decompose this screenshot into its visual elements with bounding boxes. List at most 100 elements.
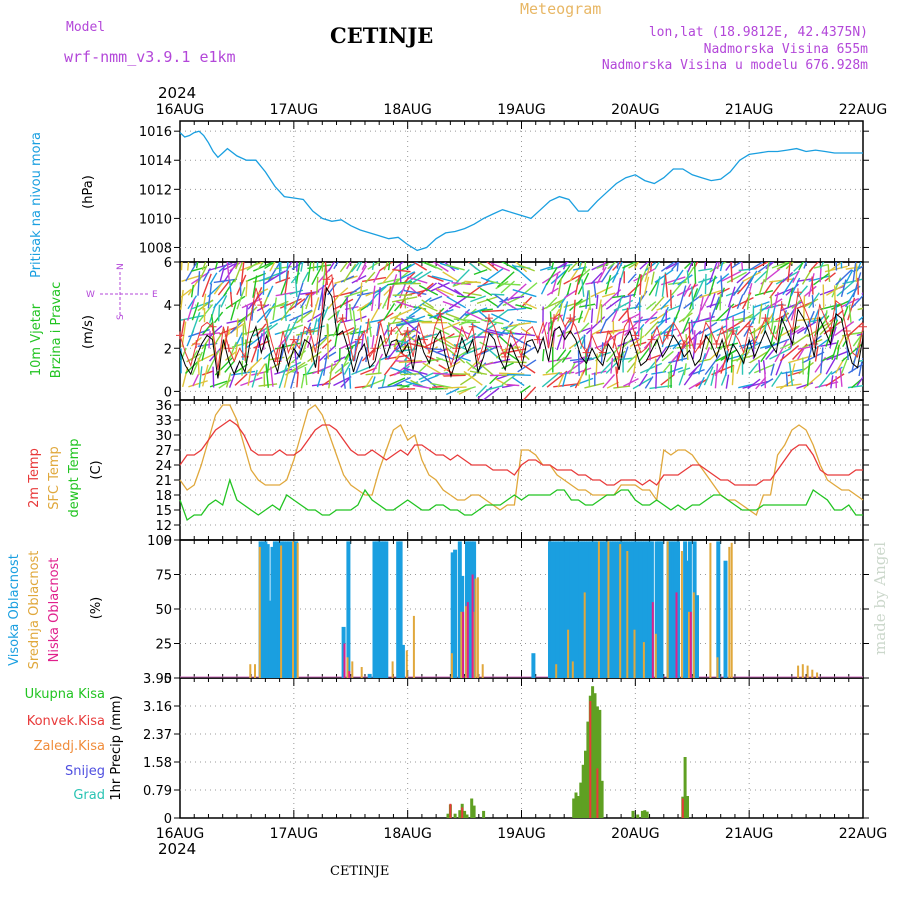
wind-barb-mark xyxy=(392,268,411,273)
wind-barb-mark xyxy=(655,346,668,364)
year-bottom: 2024 xyxy=(158,840,196,858)
model-elevation-label: Nadmorska Visina u modelu 676.928m xyxy=(601,58,868,73)
wind-barb-mark xyxy=(551,273,559,295)
mid-cloud-bar xyxy=(666,541,669,678)
wind-barb-mark xyxy=(490,262,510,272)
wind-barb-mark xyxy=(410,270,432,285)
wind-barb-mark xyxy=(851,294,863,309)
compass-rose-icon xyxy=(100,272,148,316)
wind-barb-mark xyxy=(590,308,594,324)
wind-barb-mark xyxy=(349,285,363,295)
wind-barb-mark xyxy=(551,262,555,270)
mid-cloud-bar xyxy=(811,669,814,678)
wind-barb-mark xyxy=(337,287,349,297)
y-tick-label: 0 xyxy=(164,672,172,687)
wind-barb-mark xyxy=(234,343,238,360)
wind-barb-mark xyxy=(300,325,325,334)
wind-gust-marker xyxy=(777,301,786,310)
wind-barb-mark xyxy=(197,299,214,312)
wind-barb-mark xyxy=(640,362,663,374)
wind-barb-mark xyxy=(316,368,324,388)
wind-barb-mark xyxy=(243,320,247,336)
wind-barb-mark xyxy=(306,335,312,348)
high-cloud-bar xyxy=(284,541,289,678)
wind-barb-mark xyxy=(813,315,830,337)
wind-barb-mark xyxy=(719,262,724,272)
wind-barb-mark xyxy=(253,262,274,272)
wind-barb-mark xyxy=(305,322,312,336)
wind-barb-mark xyxy=(703,366,714,386)
wind-barb-mark xyxy=(246,262,259,271)
wind-barb-mark xyxy=(638,347,651,363)
wind-barb-mark xyxy=(213,282,224,295)
high-cloud-bar xyxy=(263,541,268,678)
wind-barb-mark xyxy=(628,371,636,387)
wind-barb-mark xyxy=(518,264,535,272)
wind-barb-mark xyxy=(226,319,242,324)
wind-barb-mark xyxy=(284,270,290,295)
wind-barb-mark xyxy=(341,363,346,389)
wind-barb-mark xyxy=(824,272,836,282)
wind-barb-mark xyxy=(748,362,759,375)
wind-gust-marker xyxy=(647,335,656,344)
wind-barb-mark xyxy=(234,373,248,386)
wind-barb-mark xyxy=(201,370,215,376)
mid-cloud-bar xyxy=(728,546,731,678)
wind-barb-mark xyxy=(442,271,460,283)
wind-barb-mark xyxy=(223,263,236,271)
wind-gust-marker xyxy=(663,331,672,340)
wind-barb-mark xyxy=(654,331,663,347)
total-precip-bar xyxy=(574,792,578,818)
wind-barb-mark xyxy=(316,276,319,295)
wind-barb-mark xyxy=(489,374,499,385)
wind-barb-mark xyxy=(731,354,757,362)
dewpt-line xyxy=(179,477,863,522)
wind-barb-mark xyxy=(825,328,833,347)
wind-barb-mark xyxy=(561,349,572,363)
high-cloud-bar xyxy=(716,541,721,678)
wind-barb-mark xyxy=(187,262,190,271)
mid-cloud-bar xyxy=(460,611,463,678)
wind-barb-mark xyxy=(241,337,244,361)
wind-barb-mark xyxy=(725,350,728,376)
wind-barb-mark xyxy=(754,270,768,284)
wind-barb-mark xyxy=(765,348,775,360)
wind-barb-mark xyxy=(404,294,407,309)
wind-barb-mark xyxy=(589,351,611,361)
wind-barb-mark xyxy=(191,302,199,321)
wind-gust-marker xyxy=(306,327,315,335)
mid-cloud-bar xyxy=(412,615,415,678)
wind-barb-mark xyxy=(638,373,648,387)
wind-barb-mark xyxy=(201,262,207,271)
wind-barb-mark xyxy=(495,378,510,387)
pressure-line xyxy=(179,130,863,252)
wind-barb-mark xyxy=(780,310,788,324)
wind-barb-mark xyxy=(192,373,200,387)
wind-gust-marker xyxy=(598,348,607,357)
wind-barb-mark xyxy=(806,361,811,387)
wind-barb-mark xyxy=(539,265,554,272)
wind-barb-mark xyxy=(577,272,590,295)
wind-barb-mark xyxy=(801,351,825,364)
total-precip-bar xyxy=(643,810,647,818)
wind-barb-mark xyxy=(787,325,801,336)
wind-barb-mark xyxy=(368,321,372,338)
wind-barb-mark xyxy=(283,334,290,348)
wind-barb-mark xyxy=(736,294,744,310)
wind-barb-mark xyxy=(427,274,444,282)
wind-barb-mark xyxy=(667,371,670,389)
wind-barb-mark xyxy=(835,269,853,286)
high-cloud-bar xyxy=(287,541,292,678)
wind-barb-mark xyxy=(520,296,533,308)
wind-barb-mark xyxy=(726,271,747,284)
wind-barb-mark xyxy=(301,271,309,284)
wind-barb-mark xyxy=(418,284,439,296)
wind-barb-mark xyxy=(639,274,642,295)
wind-barb-mark xyxy=(672,269,684,285)
wind-barb-mark xyxy=(348,303,353,321)
wind-barb-mark xyxy=(245,305,248,321)
total-precip-bar xyxy=(640,810,644,818)
wind-barb-mark xyxy=(366,293,378,308)
high-cloud-bar xyxy=(548,541,552,678)
wind-barb-mark xyxy=(283,362,291,388)
